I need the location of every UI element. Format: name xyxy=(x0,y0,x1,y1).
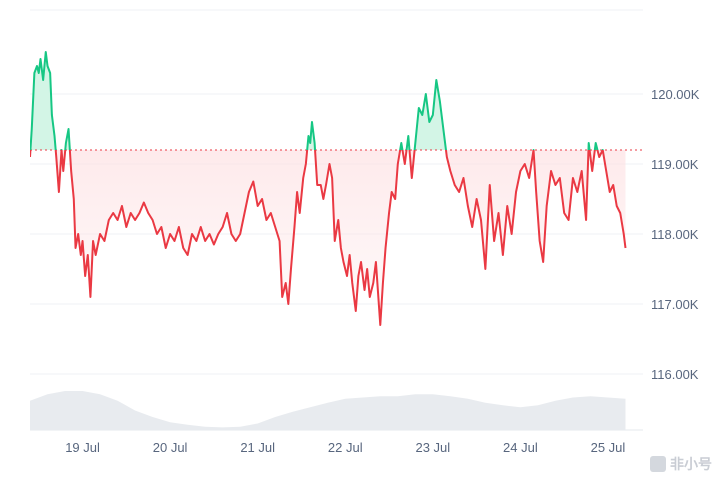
x-tick-label-6: 25 Jul xyxy=(591,440,626,455)
watermark-logo-icon xyxy=(650,456,666,472)
x-tick-label-5: 24 Jul xyxy=(503,440,538,455)
price-fill-below xyxy=(30,150,626,325)
x-tick-label-1: 20 Jul xyxy=(153,440,188,455)
y-tick-label-2: 118.00K xyxy=(651,227,699,242)
y-tick-label-0: 116.00K xyxy=(651,367,699,382)
watermark: 非小号 xyxy=(650,454,712,474)
y-tick-label-3: 119.00K xyxy=(651,157,699,172)
watermark-text: 非小号 xyxy=(670,456,712,472)
x-tick-label-3: 22 Jul xyxy=(328,440,363,455)
x-tick-label-4: 23 Jul xyxy=(415,440,450,455)
volume-area xyxy=(30,391,626,430)
x-tick-label-0: 19 Jul xyxy=(65,440,100,455)
price-line-below xyxy=(30,150,627,326)
y-tick-label-1: 117.00K xyxy=(651,297,699,312)
y-tick-label-4: 120.00K xyxy=(651,87,700,102)
x-tick-label-2: 21 Jul xyxy=(240,440,275,455)
